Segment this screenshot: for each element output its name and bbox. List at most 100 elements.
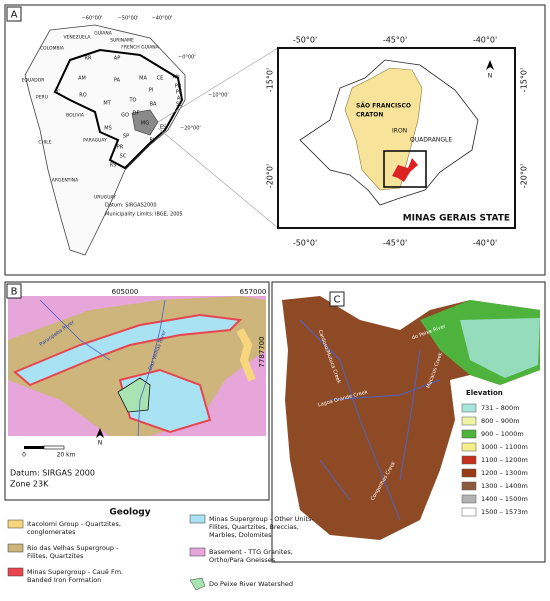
minas-supergroup	[13, 313, 243, 387]
legend-label: 731 – 800m	[481, 404, 520, 412]
legend-label: Itacolomi Group - Quartzites,	[27, 520, 121, 528]
y-coord: 7787700	[258, 336, 266, 367]
state-label: PR	[117, 145, 124, 151]
legend-swatch	[7, 567, 24, 577]
legend-swatch	[461, 468, 477, 478]
state-name: MINAS GERAIS STATE	[403, 214, 510, 224]
panel-c-frame	[271, 281, 546, 563]
country-label: BOLIVIA	[66, 113, 85, 119]
lat-label: -15°0'	[266, 68, 275, 92]
country-label: CHILE	[38, 140, 51, 146]
datum: Datum: SIRGAS 2000	[10, 469, 95, 478]
country-label: EQUADOR	[22, 78, 45, 84]
panel-a-frame	[4, 4, 546, 276]
panel-b-frame	[4, 281, 270, 501]
panel-label-box	[6, 6, 22, 22]
state-label: DF	[133, 111, 140, 117]
datum: Datum: SIRGAS2000	[105, 203, 157, 209]
iron-quadrangle-box	[383, 150, 427, 188]
south-america	[24, 24, 186, 256]
legend-swatch	[461, 494, 477, 504]
source: Municipality Limits: IBGE, 2005	[105, 212, 183, 218]
state-label: TO	[129, 98, 137, 104]
lon-label: −60°00'	[82, 16, 103, 22]
state-label: PB	[175, 84, 182, 90]
country-label: URUGUAY	[94, 195, 116, 201]
legend-swatch	[7, 519, 24, 529]
panel-label: A	[11, 10, 18, 21]
country-label: SURINAME	[110, 38, 134, 44]
lon-label: -40°0'	[473, 36, 497, 45]
zoom-line	[157, 47, 279, 123]
mg-state	[131, 109, 159, 136]
state-label: AM	[78, 76, 86, 82]
panel-label-box	[329, 291, 345, 307]
iron-label: IRON	[392, 128, 407, 135]
legend-label: 1100 – 1200m	[481, 456, 528, 464]
legend-label: Rio das Velhas Supergroup -	[27, 544, 119, 552]
scale-label: 20 km	[57, 452, 76, 459]
state-label: RJ	[150, 138, 155, 144]
state-label: RS	[110, 163, 117, 169]
legend-title: Geology	[109, 508, 150, 518]
legend-label: Minas Supergroup - Other Units-	[209, 515, 314, 523]
legend-label: 1400 – 1500m	[481, 495, 528, 503]
state-label: MA	[139, 76, 147, 82]
scale-label: 0	[22, 452, 26, 459]
lat-label: -20°0'	[520, 164, 529, 188]
lat-label: -15°0'	[520, 68, 529, 92]
state-label: AL	[177, 96, 183, 102]
lon-label: -45°0'	[383, 239, 407, 248]
legend-label: Marbles, Dolomites	[209, 531, 272, 539]
lon-label: −40°00'	[152, 16, 173, 22]
state-label: MS	[104, 126, 112, 132]
legend-label: Ortho/Para Gneisses	[209, 556, 276, 564]
iron-quadrangle	[392, 158, 418, 182]
state-label: ES	[160, 125, 166, 131]
sao-francisco-craton	[344, 67, 423, 191]
lon-label: -50°0'	[293, 239, 317, 248]
iron-label: QUADRANGLE	[410, 137, 452, 144]
north-label: N	[488, 73, 493, 80]
legend-label: 800 – 900m	[481, 417, 520, 425]
lon-label: -40°0'	[473, 239, 497, 248]
zone: Zone 23K	[10, 480, 49, 489]
stream	[299, 319, 441, 521]
panel-label: C	[334, 295, 341, 306]
state-label: PI	[149, 88, 154, 94]
legend-label: Minas Supergroup - Cauê Fm.	[27, 568, 123, 576]
legend-label: Basement - TTG Granites,	[209, 548, 293, 556]
country-label: FRENCH GUIANA	[121, 45, 159, 51]
itacolomi	[236, 328, 256, 382]
legend-label: Filites, Quartzites, Breccias,	[209, 523, 299, 531]
legend-swatch	[189, 514, 206, 524]
lat-label: −20°00'	[180, 126, 201, 132]
legend-label: Filites, Quartzites	[27, 552, 84, 560]
legend-label: 1000 – 1100m	[481, 443, 528, 451]
country-label: PARAGUAY	[83, 138, 107, 144]
legend-swatch	[461, 403, 477, 413]
state-label: MG	[141, 121, 149, 127]
state-label: AC	[54, 90, 61, 96]
legend-label: Do Peixe River Watershed	[209, 580, 293, 588]
north-arrow	[486, 60, 494, 70]
legend-swatch	[461, 442, 477, 452]
do-peixe-watershed	[117, 377, 151, 413]
state-label: RO	[79, 93, 86, 99]
country-label: ARGENTINA	[52, 178, 79, 184]
x-coord: 605000	[112, 288, 139, 296]
legend-label: Banded Iron Formation	[27, 576, 101, 584]
state-label: SE	[176, 102, 182, 108]
legend-title: Elevation	[466, 389, 503, 397]
state-label: PA	[114, 78, 121, 84]
legend-label: 1300 – 1400m	[481, 482, 528, 490]
zoom-line	[157, 127, 279, 229]
x-coord: 657000	[240, 288, 267, 296]
legend-label: 1500 – 1573m	[481, 508, 528, 516]
lon-label: -45°0'	[383, 36, 407, 45]
valley	[460, 318, 540, 378]
country-label: GUIANA	[94, 31, 113, 37]
legend-label: conglomerates	[27, 528, 76, 536]
state-label: MT	[103, 101, 111, 107]
